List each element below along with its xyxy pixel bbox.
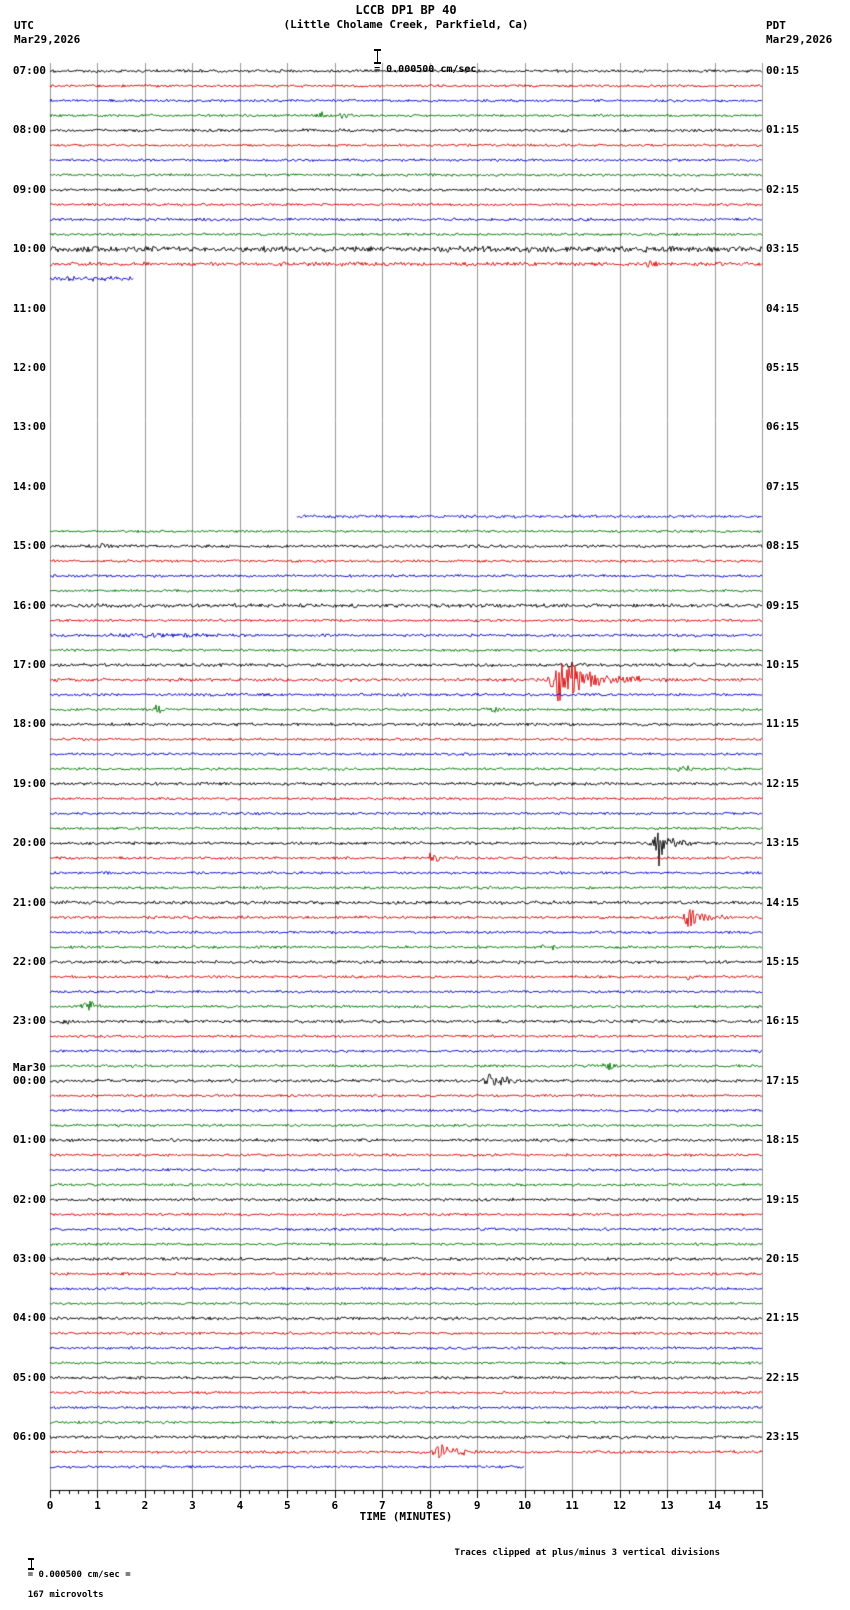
x-tick-label: 1 bbox=[94, 1499, 101, 1512]
x-tick-label: 0 bbox=[46, 1499, 54, 1512]
pdt-hour-label: 02:15 bbox=[766, 182, 800, 196]
utc-hour-label: 10:00 bbox=[12, 242, 46, 256]
footer-clip-note: Traces clipped at plus/minus 3 vertical … bbox=[454, 1548, 720, 1558]
pdt-hour-label: 06:15 bbox=[766, 420, 800, 434]
x-tick-label: 15 bbox=[755, 1499, 769, 1512]
pdt-hour-label: 12:15 bbox=[766, 776, 800, 790]
utc-hour-label: 23:00 bbox=[12, 1014, 46, 1028]
utc-hour-label: 06:00 bbox=[12, 1430, 46, 1444]
pdt-hour-label: 14:15 bbox=[766, 895, 800, 909]
x-tick-label: 9 bbox=[473, 1499, 481, 1512]
footer-microvolts: 167 microvolts bbox=[27, 1590, 104, 1600]
x-axis-title: TIME (MINUTES) bbox=[359, 1510, 453, 1523]
amplitude-scale: = 0.000500 cm/sec bbox=[350, 38, 476, 86]
utc-hour-label: 17:00 bbox=[12, 658, 46, 671]
utc-hour-label: 03:00 bbox=[12, 1252, 46, 1265]
x-tick-label: 5 bbox=[283, 1499, 291, 1512]
utc-hour-label: 12:00 bbox=[12, 361, 46, 374]
pdt-hour-label: 01:15 bbox=[766, 123, 800, 137]
utc-hour-label: 18:00 bbox=[12, 717, 46, 731]
utc-hour-label: 04:00 bbox=[12, 1311, 46, 1325]
x-tick-label: 7 bbox=[378, 1499, 386, 1512]
utc-date-label: Mar30 bbox=[12, 1060, 46, 1074]
left-date-label: Mar29,2026 bbox=[14, 33, 81, 46]
right-timezone-label: PDT bbox=[766, 19, 786, 32]
page-title: LCCB DP1 BP 40 bbox=[355, 3, 457, 17]
pdt-hour-label: 04:15 bbox=[766, 301, 800, 315]
utc-hour-label: 20:00 bbox=[12, 836, 46, 850]
pdt-hour-label: 05:15 bbox=[766, 361, 800, 374]
pdt-hour-label: 08:15 bbox=[766, 539, 800, 553]
x-tick-label: 13 bbox=[660, 1499, 674, 1512]
utc-hour-label: 11:00 bbox=[12, 301, 46, 315]
utc-hour-label: 07:00 bbox=[12, 64, 46, 77]
footer-scale-text: = 0.000500 cm/sec = bbox=[27, 1570, 131, 1580]
pdt-hour-label: 09:15 bbox=[766, 598, 800, 612]
x-tick-label: 10 bbox=[518, 1499, 532, 1512]
right-date-label: Mar29,2026 bbox=[766, 33, 833, 46]
x-tick-label: 12 bbox=[612, 1499, 627, 1512]
scale-label: = 0.000500 cm/sec bbox=[374, 64, 477, 75]
utc-hour-label: 22:00 bbox=[12, 955, 46, 968]
pdt-hour-label: 21:15 bbox=[766, 1311, 800, 1325]
pdt-hour-label: 15:15 bbox=[766, 955, 800, 968]
utc-hour-label: 14:00 bbox=[12, 479, 46, 493]
scale-bar-icon bbox=[374, 49, 382, 64]
pdt-hour-label: 13:15 bbox=[766, 836, 800, 850]
x-tick-label: 4 bbox=[236, 1499, 244, 1512]
pdt-hour-label: 18:15 bbox=[766, 1133, 800, 1147]
utc-hour-label: 13:00 bbox=[12, 420, 46, 434]
pdt-hour-label: 03:15 bbox=[766, 242, 800, 256]
left-timezone-label: UTC bbox=[14, 19, 34, 32]
x-tick-label: 11 bbox=[565, 1499, 579, 1512]
pdt-hour-label: 10:15 bbox=[766, 658, 800, 671]
pdt-hour-label: 22:15 bbox=[766, 1370, 800, 1384]
pdt-hour-label: 17:15 bbox=[766, 1073, 800, 1087]
pdt-hour-label: 16:15 bbox=[766, 1014, 800, 1028]
pdt-hour-label: 07:15 bbox=[766, 479, 800, 493]
utc-hour-label: 00:00 bbox=[12, 1073, 46, 1087]
utc-hour-label: 08:00 bbox=[12, 123, 46, 137]
x-tick-label: 14 bbox=[707, 1499, 722, 1512]
utc-hour-label: 05:00 bbox=[12, 1370, 46, 1384]
utc-hour-label: 21:00 bbox=[12, 895, 46, 909]
footer-scale: = 0.000500 cm/sec = 167 microvolts bbox=[6, 1548, 131, 1610]
page-subtitle: (Little Cholame Creek, Parkfield, Ca) bbox=[283, 18, 529, 31]
pdt-hour-label: 19:15 bbox=[766, 1192, 800, 1206]
pdt-hour-label: 11:15 bbox=[766, 717, 800, 731]
pdt-hour-label: 23:15 bbox=[766, 1430, 800, 1444]
utc-hour-label: 09:00 bbox=[12, 182, 46, 196]
utc-hour-label: 02:00 bbox=[12, 1192, 46, 1206]
utc-hour-label: 16:00 bbox=[12, 598, 46, 612]
x-tick-label: 8 bbox=[426, 1499, 433, 1512]
x-tick-label: 6 bbox=[331, 1499, 339, 1512]
utc-hour-label: 15:00 bbox=[12, 539, 46, 553]
x-tick-label: 2 bbox=[141, 1499, 149, 1512]
utc-hour-label: 01:00 bbox=[12, 1133, 46, 1147]
pdt-hour-label: 20:15 bbox=[766, 1252, 800, 1265]
footer-scale-bar-icon bbox=[27, 1558, 34, 1570]
utc-hour-label: 19:00 bbox=[12, 776, 46, 790]
pdt-hour-label: 00:15 bbox=[766, 64, 800, 77]
x-tick-label: 3 bbox=[189, 1499, 196, 1512]
